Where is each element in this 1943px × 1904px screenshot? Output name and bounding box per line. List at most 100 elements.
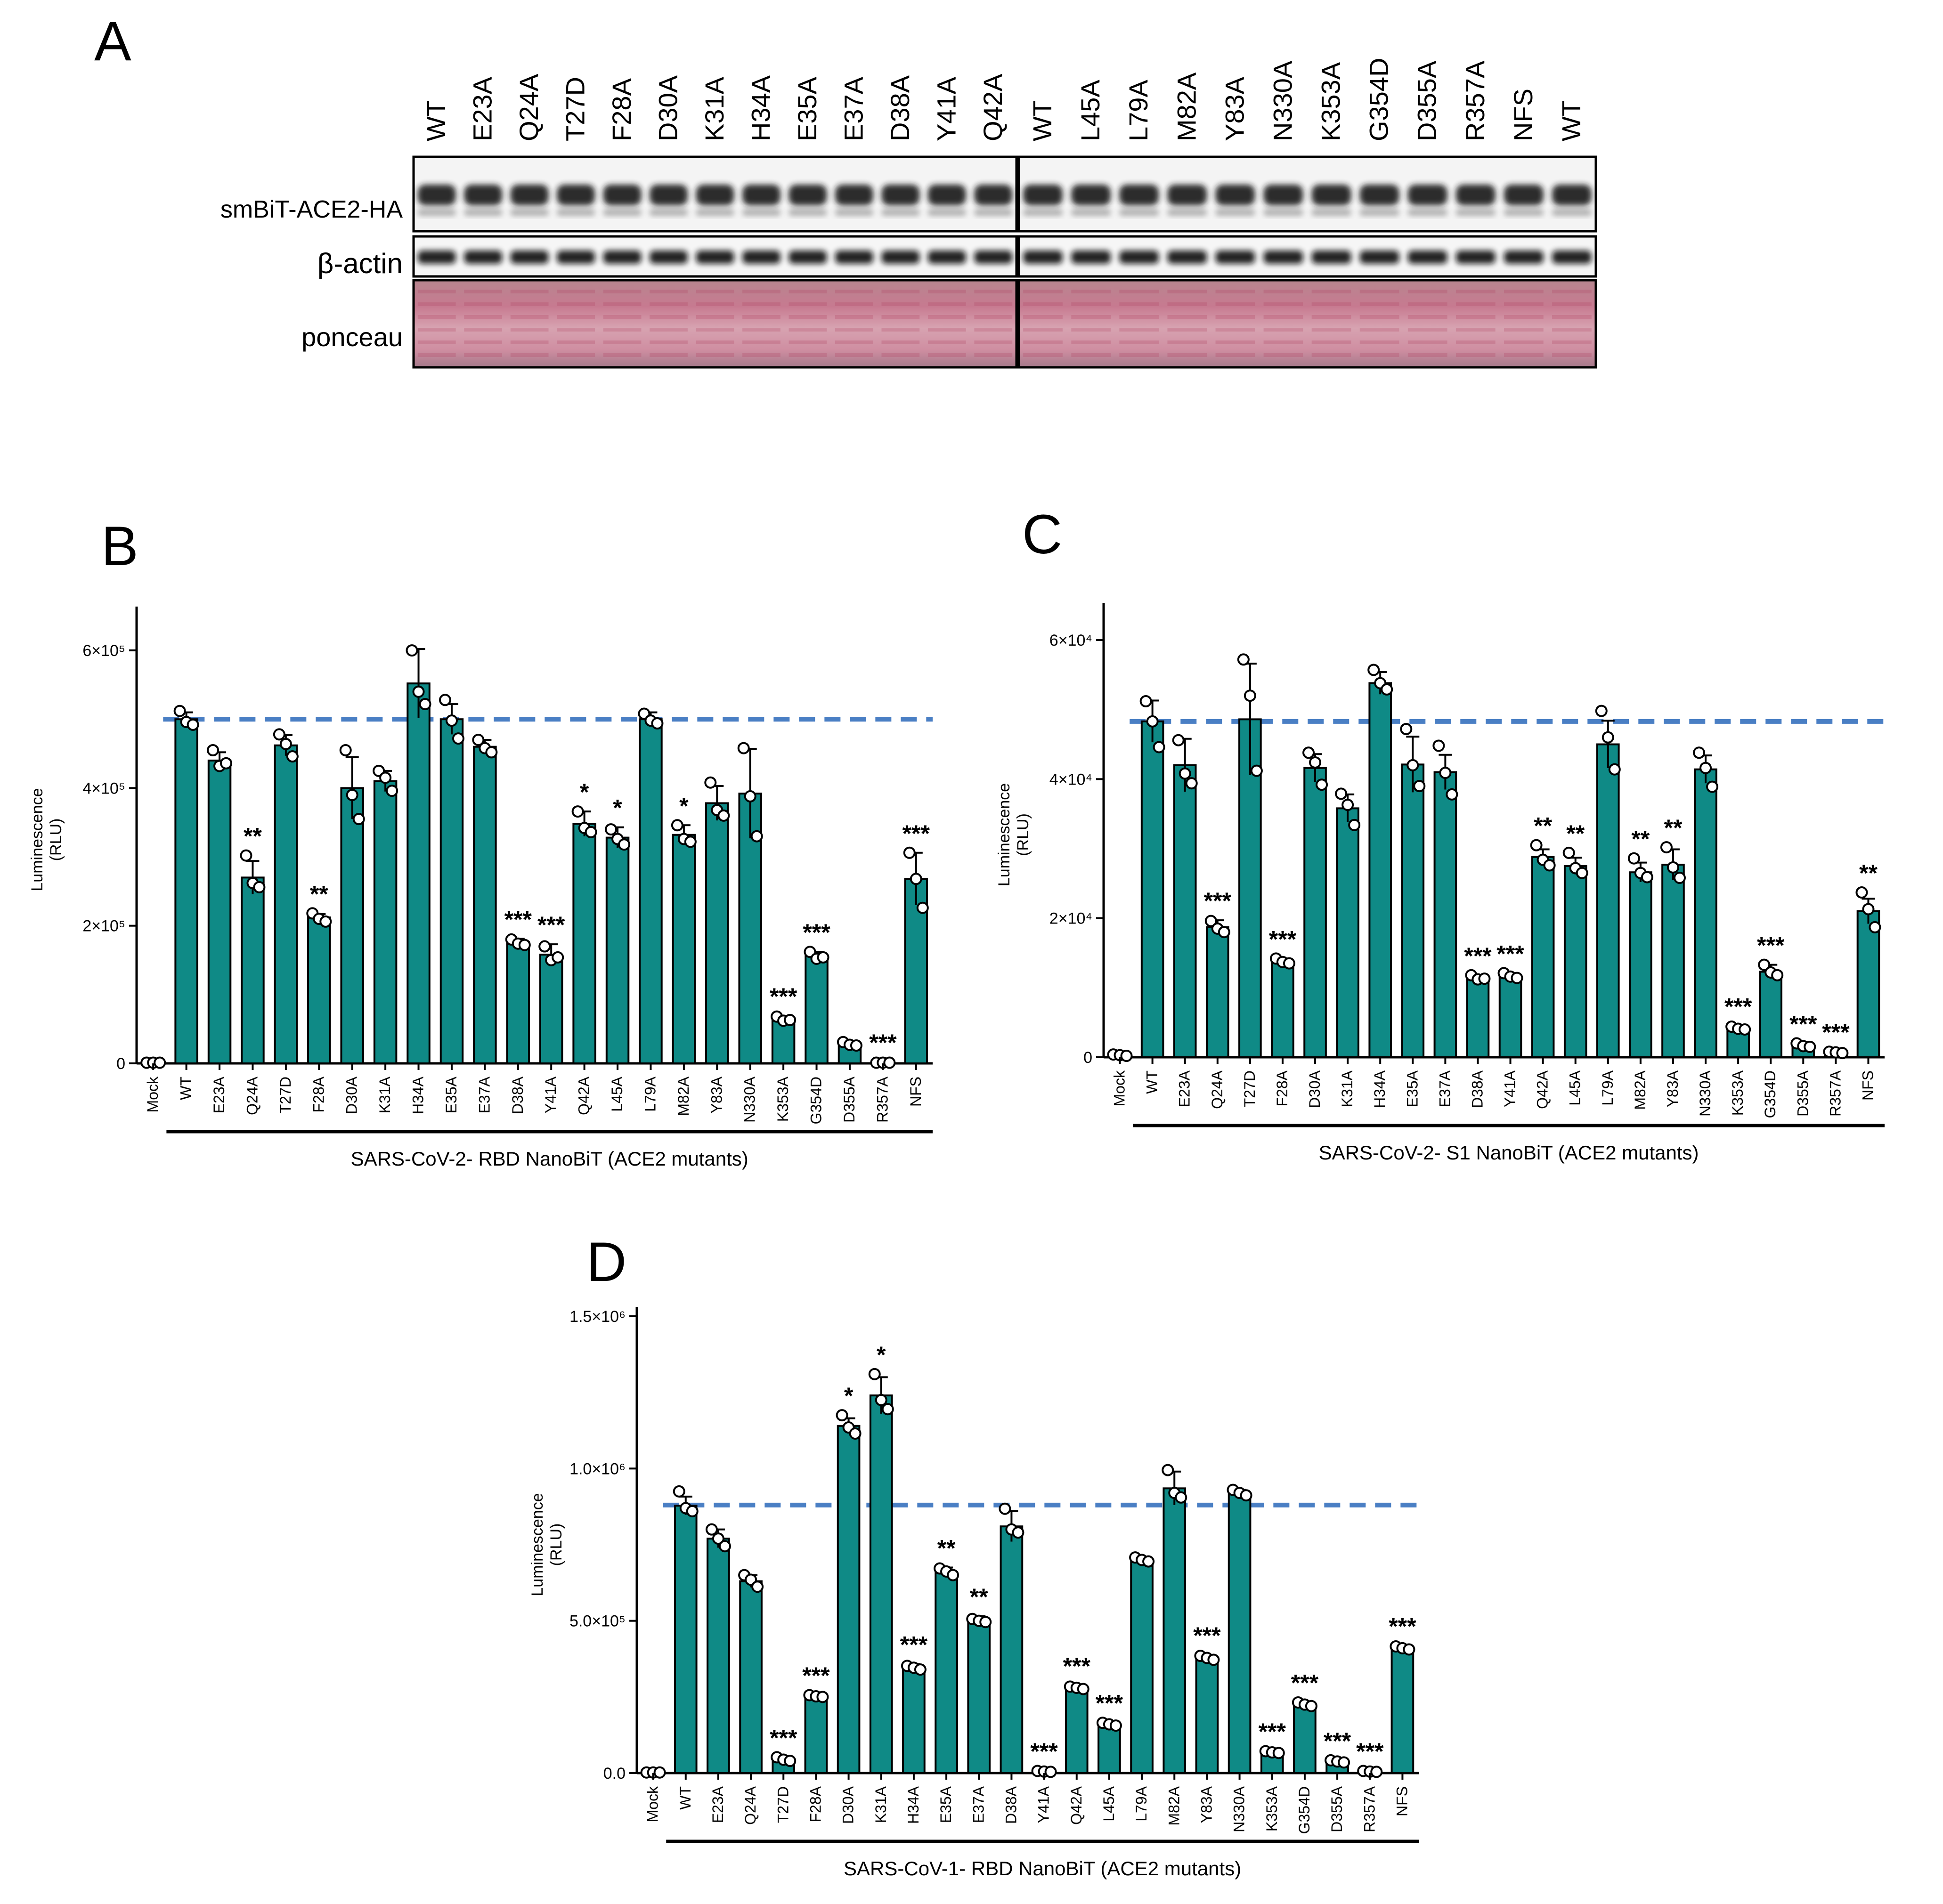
data-point (1432, 739, 1445, 752)
ponceau-stripe (1359, 302, 1399, 306)
ponceau-stripe (789, 353, 827, 357)
ponceau-stripe (1071, 328, 1111, 332)
ponceau-stripe (650, 328, 688, 332)
x-tick-label: L45A (1100, 1786, 1117, 1821)
ponceau-stripe (835, 340, 873, 344)
bar-f28a (307, 916, 331, 1064)
data-point (1302, 746, 1315, 759)
bar-m82a (1163, 1487, 1187, 1774)
bar-l79a (1596, 743, 1620, 1058)
ace2-band-lower (974, 209, 1013, 216)
data-point (445, 714, 458, 727)
data-point (1341, 799, 1354, 811)
data-point (903, 846, 916, 859)
significance-marker: * (613, 795, 622, 821)
x-axis-label: SARS-CoV-2- S1 NanoBiT (ACE2 mutants) (1319, 1142, 1699, 1164)
ponceau-stripe (789, 315, 827, 319)
data-point (1693, 746, 1706, 759)
ponceau-stripe (742, 302, 780, 306)
y-axis-label: Luminescence(RLU) (28, 788, 65, 891)
blot-lane-label: L79A (1123, 80, 1153, 141)
ponceau-stripe (1359, 315, 1399, 319)
ponceau-stripe (1119, 315, 1159, 319)
x-tick-label: E23A (211, 1076, 228, 1113)
blot-lane-label: K31A (699, 76, 729, 141)
data-point (916, 901, 929, 914)
ponceau-stripe (1311, 353, 1351, 357)
ponceau-stripe (603, 353, 642, 357)
ponceau-stripe (1552, 340, 1592, 344)
data-point (750, 830, 763, 843)
bar-f28a (804, 1695, 828, 1774)
blot-lane-label: WT (1027, 100, 1057, 141)
data-point (1237, 653, 1250, 666)
ponceau-stripe (464, 328, 503, 332)
ponceau-stripe (464, 302, 503, 306)
significance-marker: *** (1193, 1622, 1221, 1649)
data-point (979, 1616, 992, 1629)
bar-d30a (837, 1425, 861, 1774)
x-tick-label: T27D (277, 1077, 294, 1113)
blot-lanes: WT E23A Q24A T27D F28A D30A K31A H34A E35A E37A D3… (417, 58, 1592, 357)
bar-e35a (1401, 763, 1425, 1058)
bar-n330a (1694, 768, 1717, 1058)
data-point (419, 698, 431, 711)
ponceau-stripe (696, 302, 734, 306)
ponceau-stripe (881, 340, 920, 344)
bar-wt (1140, 720, 1164, 1058)
actin-band (789, 251, 827, 264)
significance-marker: *** (1724, 994, 1752, 1020)
ponceau-stripe (1023, 340, 1063, 344)
ace2-band-lower (1552, 209, 1592, 216)
ponceau-stripe (1263, 290, 1303, 293)
actin-band (464, 251, 503, 264)
actin-band (742, 251, 780, 264)
bar-l79a (1130, 1559, 1154, 1774)
x-tick-label: K353A (1729, 1070, 1746, 1116)
ponceau-stripe (1359, 290, 1399, 293)
data-point (552, 951, 564, 964)
x-tick-label: R357A (1827, 1070, 1844, 1117)
ponceau-stripe (1552, 315, 1592, 319)
actin-band (1215, 251, 1255, 264)
ponceau-stripe (789, 302, 827, 306)
ponceau-stripe (1504, 302, 1544, 306)
x-tick-label: Y41A (1502, 1070, 1519, 1107)
data-point (253, 881, 266, 893)
data-point (1185, 777, 1198, 790)
data-point (947, 1569, 959, 1581)
significance-marker: *** (770, 983, 797, 1010)
ponceau-stripe (603, 290, 642, 293)
bar-e23a (207, 759, 232, 1064)
ace2-band-lower (927, 209, 966, 216)
x-tick-label: M82A (1165, 1786, 1182, 1825)
ponceau-stripe (1311, 315, 1351, 319)
ponceau-stripe (650, 290, 688, 293)
x-tick-label: F28A (310, 1076, 327, 1112)
ponceau-stripe (1023, 328, 1063, 332)
data-point (1367, 664, 1380, 676)
x-tick-label: K31A (872, 1786, 889, 1823)
data-point (1109, 1719, 1122, 1732)
data-point (207, 744, 220, 756)
data-point (1272, 1747, 1285, 1759)
significance-marker: ** (1534, 813, 1552, 839)
significance-marker: *** (1030, 1738, 1058, 1765)
bar-k31a (869, 1394, 893, 1774)
ace2-band-lower (603, 209, 642, 216)
ponceau-stripe (974, 328, 1013, 332)
ponceau-stripe (927, 302, 966, 306)
blot-lane-label: D38A (885, 75, 915, 141)
significance-marker: * (877, 1342, 886, 1368)
ace2-band (557, 185, 595, 205)
data-point (784, 1755, 797, 1767)
ace2-band (650, 185, 688, 205)
ponceau-stripe (557, 315, 595, 319)
x-tick-label: T27D (774, 1786, 791, 1823)
data-point (1207, 1653, 1220, 1666)
ace2-band (1552, 185, 1592, 205)
ponceau-stripe (603, 340, 642, 344)
data-point (379, 771, 392, 784)
ponceau-stripe (1263, 340, 1303, 344)
ponceau-stripe (742, 340, 780, 344)
